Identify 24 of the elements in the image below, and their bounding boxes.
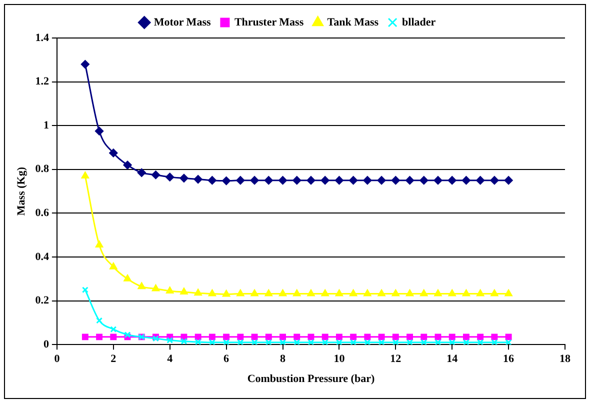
- x-tick-label: 12: [390, 353, 402, 366]
- legend-label: Motor Mass: [154, 16, 212, 28]
- y-tick-label: 0.2: [35, 294, 50, 307]
- x-tick-label: 14: [446, 353, 458, 366]
- y-tick-label: 0.6: [35, 207, 50, 220]
- x-tick-label: 6: [224, 353, 230, 366]
- legend-label: Tank Mass: [327, 16, 380, 28]
- legend-label: bllader: [402, 16, 436, 28]
- x-tick-label: 18: [560, 353, 571, 366]
- legend-label: Thruster Mass: [234, 16, 304, 28]
- x-tick-label: 0: [54, 353, 60, 366]
- x-axis-title: Combustion Pressure (bar): [247, 373, 375, 386]
- y-tick-label: 0: [43, 338, 50, 350]
- y-tick-label: 0.4: [35, 250, 50, 263]
- y-tick-label: 1.4: [35, 32, 50, 44]
- y-axis-title: Mass (Kg): [15, 166, 28, 216]
- y-tick-label: 0.8: [35, 163, 50, 176]
- y-tick-label: 1.2: [35, 76, 50, 88]
- x-tick-label: 4: [167, 353, 174, 366]
- x-tick-label: 2: [110, 353, 117, 366]
- x-tick-label: 10: [334, 353, 346, 366]
- x-tick-label: 8: [280, 353, 286, 366]
- x-tick-label: 16: [503, 353, 515, 366]
- y-tick-label: 1: [43, 119, 49, 132]
